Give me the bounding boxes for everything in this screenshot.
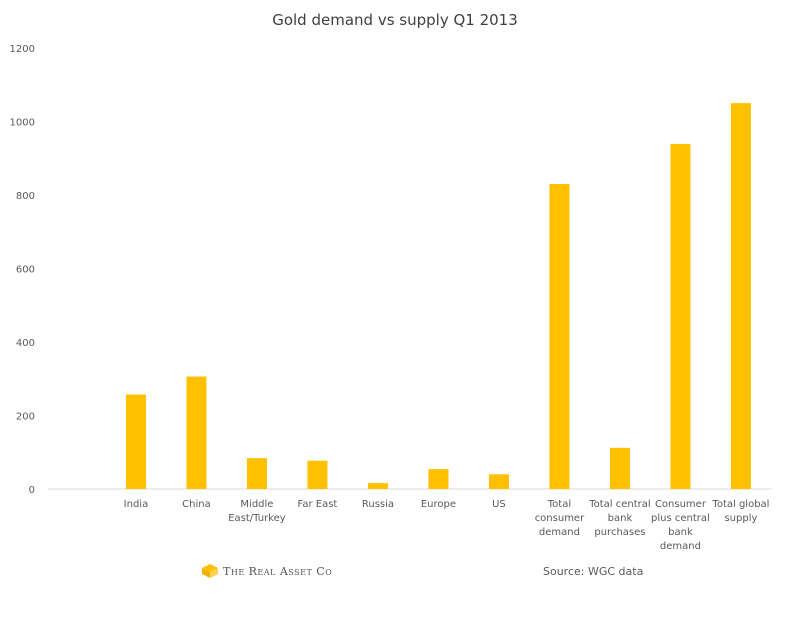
y-tick-label: 800 (16, 191, 35, 202)
bar (307, 460, 328, 489)
bar (428, 469, 449, 489)
bar (367, 483, 388, 489)
y-tick-label: 0 (29, 485, 35, 496)
chart-title: Gold demand vs supply Q1 2013 (272, 11, 518, 29)
bar (609, 447, 630, 489)
category-label-line: Middle (240, 499, 273, 510)
category-label: Far East (298, 499, 338, 510)
bar (488, 474, 509, 489)
cube-logo-icon (202, 564, 218, 578)
category-label: Consumer plus central bank demand (651, 499, 710, 552)
bar (730, 103, 751, 489)
category-label-line: plus central (651, 513, 710, 524)
bar (186, 376, 207, 489)
bar (670, 143, 691, 490)
category-label-line: Total global (711, 499, 769, 510)
category-label: Middle East/Turkey (228, 499, 286, 524)
bar (549, 183, 570, 489)
bar (246, 458, 267, 489)
bar (125, 394, 146, 489)
category-label-line: purchases (594, 527, 645, 538)
y-tick-label: 400 (16, 338, 35, 349)
y-tick-label: 1200 (10, 44, 35, 55)
category-label-line: China (182, 499, 211, 510)
category-label: US (492, 499, 506, 510)
category-label-line: Total central (588, 499, 650, 510)
y-tick-label: 1000 (10, 118, 35, 129)
category-label-line: Russia (362, 499, 394, 510)
category-label: Europe (421, 499, 456, 510)
category-label: China (182, 499, 211, 510)
category-label-line: Far East (298, 499, 338, 510)
category-label: Total global supply (711, 499, 769, 524)
category-label: India (124, 499, 149, 510)
brand-logo: The Real Asset Co (202, 564, 332, 578)
category-label-line: Europe (421, 499, 456, 510)
category-label-line: Total (547, 499, 571, 510)
category-label: Total central bank purchases (588, 499, 650, 538)
category-label-line: East/Turkey (228, 513, 286, 524)
source-note: Source: WGC data (543, 565, 644, 578)
category-label: Russia (362, 499, 394, 510)
category-label-line: India (124, 499, 149, 510)
category-label-line: Consumer (655, 499, 707, 510)
category-label-line: consumer (535, 513, 585, 524)
category-label-line: demand (539, 527, 580, 538)
category-label-line: bank (668, 527, 693, 538)
category-label: Total consumer demand (535, 499, 585, 538)
category-label-line: supply (724, 513, 757, 524)
y-tick-label: 600 (16, 265, 35, 276)
category-label-line: bank (608, 513, 633, 524)
brand-name: The Real Asset Co (223, 564, 333, 578)
y-tick-label: 200 (16, 412, 35, 423)
category-label-line: demand (660, 541, 701, 552)
category-label-line: US (492, 499, 506, 510)
